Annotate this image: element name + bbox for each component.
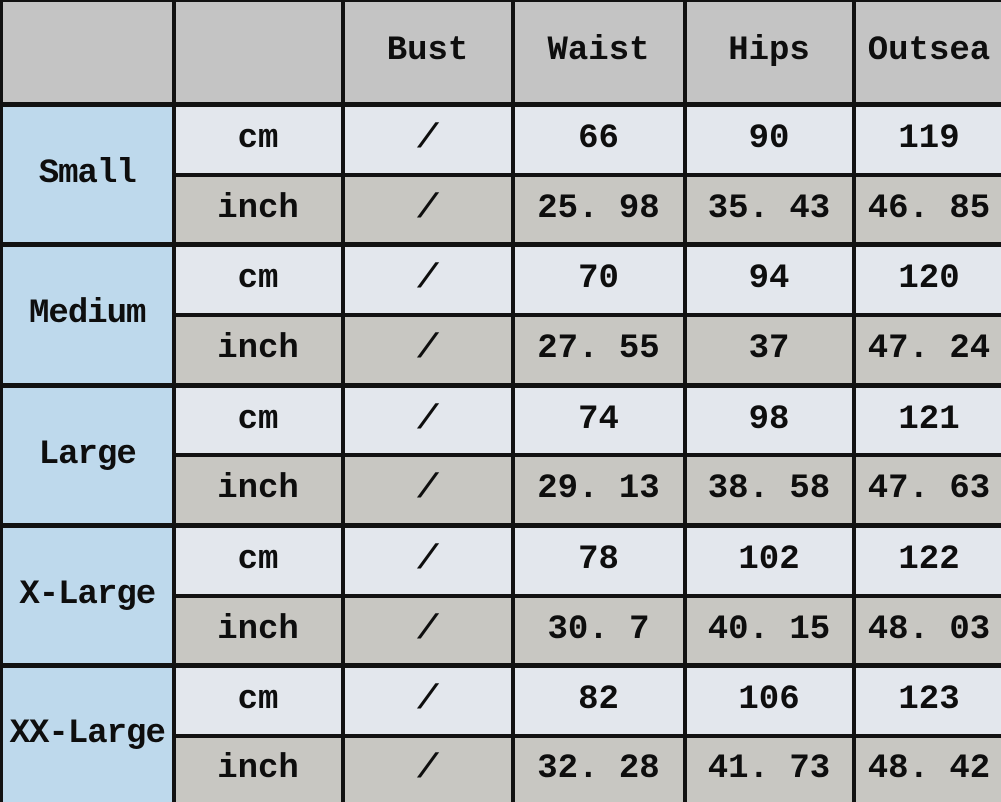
value-cell-outsea: 120 xyxy=(851,242,1001,317)
unit-cell-cm: cm xyxy=(171,101,345,177)
value-cell-hips: 94 xyxy=(682,242,856,317)
value-cell-outsea: 121 xyxy=(851,382,1001,458)
size-cell-medium: Medium xyxy=(0,242,176,388)
header-cell-hips: Hips xyxy=(682,0,856,107)
unit-cell-cm: cm xyxy=(171,663,345,738)
row-medium-inch: inch / 27. 55 37 47. 24 xyxy=(2,312,1001,388)
value-cell-outsea: 46. 85 xyxy=(851,172,1001,247)
value-cell-waist: 25. 98 xyxy=(510,172,687,247)
value-cell-bust: / xyxy=(340,242,515,317)
row-xlarge-cm: X-Large cm / 78 102 122 xyxy=(0,522,1001,668)
row-xxlarge-cm: XX-Large cm / 82 106 123 xyxy=(0,663,1001,802)
value-cell-hips: 90 xyxy=(682,101,856,177)
value-cell-waist: 66 xyxy=(510,101,687,177)
value-cell-outsea: 48. 03 xyxy=(851,593,1001,668)
value-cell-bust: / xyxy=(340,593,515,668)
value-cell-waist: 32. 28 xyxy=(510,733,687,802)
value-cell-waist: 78 xyxy=(510,522,687,598)
value-cell-outsea: 119 xyxy=(851,101,1001,177)
value-cell-bust: / xyxy=(340,382,515,458)
value-cell-hips: 106 xyxy=(682,663,856,738)
row-medium-cm: Medium cm / 70 94 120 xyxy=(0,242,1001,388)
unit-cell-cm: cm xyxy=(171,382,345,458)
header-row: Bust Waist Hips Outsea xyxy=(0,0,1001,107)
value-cell-bust: / xyxy=(340,663,515,738)
value-cell-outsea: 123 xyxy=(851,663,1001,738)
value-cell-hips: 40. 15 xyxy=(682,593,856,668)
value-cell-waist: 29. 13 xyxy=(510,453,687,528)
unit-cell-inch: inch xyxy=(171,312,345,388)
value-cell-bust: / xyxy=(340,522,515,598)
value-cell-hips: 102 xyxy=(682,522,856,598)
value-cell-bust: / xyxy=(340,172,515,247)
row-xlarge-inch: inch / 30. 7 40. 15 48. 03 xyxy=(2,593,1001,668)
size-cell-xlarge: X-Large xyxy=(0,522,176,668)
value-cell-waist: 74 xyxy=(510,382,687,458)
value-cell-bust: / xyxy=(340,312,515,388)
value-cell-waist: 70 xyxy=(510,242,687,317)
unit-cell-inch: inch xyxy=(171,593,345,668)
unit-cell-cm: cm xyxy=(171,522,345,598)
header-cell-size-blank xyxy=(0,0,176,107)
value-cell-waist: 27. 55 xyxy=(510,312,687,388)
row-small-inch: inch / 25. 98 35. 43 46. 85 xyxy=(2,172,1001,247)
value-cell-outsea: 122 xyxy=(851,522,1001,598)
value-cell-hips: 35. 43 xyxy=(682,172,856,247)
unit-cell-inch: inch xyxy=(171,733,345,802)
value-cell-bust: / xyxy=(340,733,515,802)
value-cell-waist: 30. 7 xyxy=(510,593,687,668)
value-cell-hips: 41. 73 xyxy=(682,733,856,802)
value-cell-bust: / xyxy=(340,453,515,528)
value-cell-hips: 38. 58 xyxy=(682,453,856,528)
size-cell-small: Small xyxy=(0,101,176,247)
value-cell-waist: 82 xyxy=(510,663,687,738)
unit-cell-inch: inch xyxy=(171,172,345,247)
value-cell-outsea: 47. 63 xyxy=(851,453,1001,528)
value-cell-hips: 37 xyxy=(682,312,856,388)
unit-cell-cm: cm xyxy=(171,242,345,317)
header-cell-bust: Bust xyxy=(340,0,515,107)
value-cell-bust: / xyxy=(340,101,515,177)
value-cell-outsea: 47. 24 xyxy=(851,312,1001,388)
row-xxlarge-inch: inch / 32. 28 41. 73 48. 42 xyxy=(2,733,1001,802)
row-large-inch: inch / 29. 13 38. 58 47. 63 xyxy=(2,453,1001,528)
value-cell-outsea: 48. 42 xyxy=(851,733,1001,802)
row-large-cm: Large cm / 74 98 121 xyxy=(0,382,1001,528)
size-cell-xxlarge: XX-Large xyxy=(0,663,176,802)
size-cell-large: Large xyxy=(0,382,176,528)
header-cell-outsea: Outsea xyxy=(851,0,1001,107)
header-cell-unit-blank xyxy=(171,0,345,107)
header-cell-waist: Waist xyxy=(510,0,687,107)
unit-cell-inch: inch xyxy=(171,453,345,528)
value-cell-hips: 98 xyxy=(682,382,856,458)
row-small-cm: Small cm / 66 90 119 xyxy=(0,101,1001,247)
